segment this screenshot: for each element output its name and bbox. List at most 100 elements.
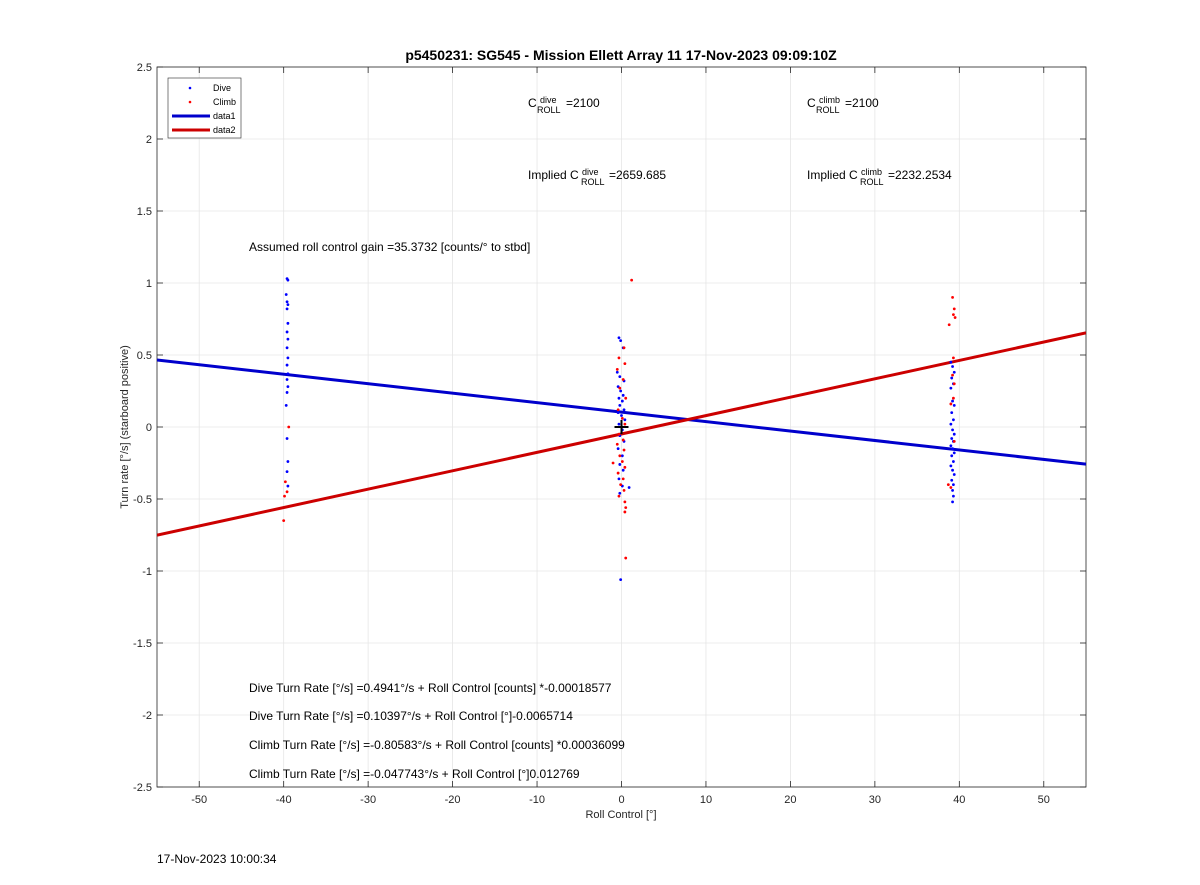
point-dive	[950, 437, 954, 440]
point-dive	[619, 339, 623, 342]
x-axis-label: Roll Control [°]	[585, 809, 656, 821]
y-tick-label: -1.5	[133, 638, 152, 650]
implied-dive-value: =2659.685	[609, 168, 666, 182]
point-dive	[285, 330, 289, 334]
x-tick-label: -50	[191, 794, 207, 806]
point-dive	[949, 360, 953, 364]
point-dive	[949, 422, 953, 426]
legend-dive-marker	[188, 86, 192, 90]
x-tick-label: -30	[360, 794, 376, 806]
y-tick-label: 1.5	[137, 206, 152, 218]
point-dive	[617, 336, 621, 340]
implied-climb-prefix: Implied	[807, 168, 849, 182]
point-dive	[286, 372, 290, 376]
point-climb	[620, 416, 624, 420]
point-climb	[623, 422, 627, 426]
c-climb-sub: ROLL	[816, 105, 840, 115]
point-dive	[285, 391, 289, 394]
point-climb	[946, 483, 950, 486]
y-tick-label: 1	[146, 278, 152, 290]
point-climb	[616, 471, 620, 475]
point-dive	[286, 321, 290, 325]
point-dive	[952, 483, 955, 486]
point-climb	[620, 460, 624, 463]
point-dive	[617, 477, 621, 481]
point-climb	[622, 448, 626, 452]
y-tick-label: 2	[146, 134, 152, 146]
point-climb	[952, 307, 956, 311]
point-dive	[952, 418, 955, 422]
legend-climb-label: Climb	[213, 97, 236, 107]
point-climb	[283, 480, 287, 484]
point-dive	[285, 363, 289, 367]
point-dive	[952, 473, 956, 476]
x-tick-label: 40	[953, 794, 965, 806]
point-dive	[284, 404, 288, 407]
point-dive	[622, 408, 626, 412]
point-dive	[952, 460, 955, 463]
point-dive	[286, 356, 290, 360]
point-dive	[952, 451, 956, 455]
equation-climb-degrees: Climb Turn Rate [°/s] =-0.047743°/s + Ro…	[249, 767, 580, 781]
point-dive	[951, 447, 954, 450]
point-dive	[627, 486, 631, 489]
generated-timestamp: 17-Nov-2023 10:00:34	[157, 852, 277, 866]
y-tick-label: -2	[142, 710, 152, 722]
point-climb	[617, 494, 621, 498]
legend: Dive Climb data1 data2	[167, 77, 242, 139]
implied-climb-annotation: Implied C climb ROLL =2232.2534	[807, 164, 952, 188]
point-climb	[623, 465, 627, 469]
point-climb	[622, 346, 626, 350]
point-dive	[951, 399, 954, 403]
c-climb-annotation: C climb ROLL =2100	[807, 92, 879, 116]
point-climb	[282, 519, 286, 522]
chart-title: p5450231: SG545 - Mission Ellett Array 1…	[405, 47, 837, 63]
point-dive	[617, 422, 621, 426]
axis-ticks	[157, 66, 1086, 788]
point-dive	[618, 491, 622, 495]
point-climb	[951, 373, 954, 377]
point-climb	[623, 510, 627, 514]
x-tick-label: 50	[1038, 794, 1050, 806]
y-tick-label: -2.5	[133, 782, 152, 794]
c-dive-sub: ROLL	[537, 105, 561, 115]
point-climb	[615, 368, 619, 371]
c-dive-sup: dive	[540, 95, 557, 105]
point-dive	[286, 385, 290, 389]
point-climb	[619, 483, 623, 486]
point-dive	[285, 307, 289, 311]
point-climb	[623, 362, 627, 366]
y-tick-label: 0	[146, 422, 152, 434]
point-climb	[285, 490, 289, 494]
c-dive-base: C	[528, 96, 537, 110]
point-dive	[285, 437, 289, 440]
equation-dive-degrees: Dive Turn Rate [°/s] =0.10397°/s + Roll …	[249, 709, 573, 723]
point-climb	[618, 386, 622, 390]
point-dive	[950, 411, 954, 414]
legend-data1-label: data1	[213, 111, 236, 121]
point-dive	[950, 478, 954, 482]
implied-dive-sub: ROLL	[581, 177, 605, 187]
implied-climb-base: C	[849, 168, 858, 182]
point-dive	[621, 468, 625, 472]
point-dive	[951, 500, 954, 504]
point-dive	[952, 370, 956, 374]
point-dive	[951, 488, 954, 492]
point-dive	[286, 278, 290, 282]
y-tick-label: -0.5	[133, 494, 152, 506]
point-dive	[286, 337, 290, 341]
point-climb	[947, 323, 951, 327]
point-dive	[618, 404, 622, 407]
c-climb-value: =2100	[845, 96, 879, 110]
point-climb	[952, 356, 955, 360]
implied-climb-sup: climb	[861, 167, 882, 177]
point-dive	[616, 447, 620, 450]
point-dive	[623, 418, 627, 422]
point-climb	[951, 296, 954, 299]
point-dive	[615, 370, 619, 374]
fit-line-data1	[157, 358, 1086, 466]
legend-climb-marker	[188, 100, 192, 104]
point-climb	[623, 500, 627, 504]
point-climb	[624, 556, 628, 560]
